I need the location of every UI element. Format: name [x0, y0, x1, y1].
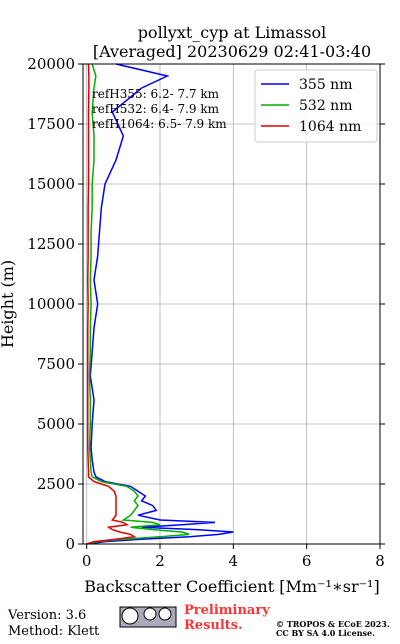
x-tick-label: 8: [375, 552, 385, 570]
annotation: refH355: 6.2- 7.7 km: [92, 87, 220, 101]
x-tick-label: 0: [82, 552, 92, 570]
legend-label: 355 nm: [299, 77, 352, 93]
x-tick-label: 6: [302, 552, 312, 570]
legend-box: [254, 69, 378, 143]
y-tick-label: 5000: [37, 415, 75, 433]
version: Version: 3.6: [7, 608, 86, 623]
x-tick-label: 2: [155, 552, 165, 570]
profile-line: [86, 63, 190, 545]
plot-frame: [82, 63, 381, 545]
preliminary-text-2: Results.: [184, 618, 243, 633]
y-tick-label: 2500: [37, 475, 75, 493]
y-tick-label: 0: [65, 535, 75, 553]
legend-label: 532 nm: [299, 98, 352, 114]
y-tick-label: 12500: [27, 235, 75, 253]
y-tick-label: 20000: [27, 55, 75, 73]
annotation: refH532: 6.4- 7.9 km: [92, 102, 220, 116]
y-tick-label: 7500: [37, 355, 75, 373]
license: CC BY SA 4.0 License.: [276, 628, 375, 638]
cc-logo: [119, 606, 177, 628]
chart-subtitle: [Averaged] 20230629 02:41-03:40: [93, 42, 371, 61]
profile-line: [86, 63, 234, 545]
copyright: © TROPOS & ECoE 2023.: [276, 619, 390, 629]
y-axis-label: Height (m): [0, 260, 17, 348]
annotation: refH1064: 6.5- 7.9 km: [92, 117, 227, 131]
preliminary: Preliminary Results.: [184, 603, 270, 633]
legend-label: 1064 nm: [299, 119, 361, 135]
profile-line: [86, 63, 137, 545]
y-tick-label: 10000: [27, 295, 75, 313]
chart-title: pollyxt_cyp at Limassol: [138, 23, 327, 42]
x-tick-label: 4: [229, 552, 239, 570]
y-tick-label: 15000: [27, 175, 75, 193]
y-tick-label: 17500: [27, 115, 75, 133]
method: Method: Klett: [8, 624, 100, 639]
x-axis-label: Backscatter Coefficient [Mm⁻¹∗sr⁻¹]: [84, 577, 379, 596]
preliminary-text: Preliminary: [184, 603, 270, 618]
